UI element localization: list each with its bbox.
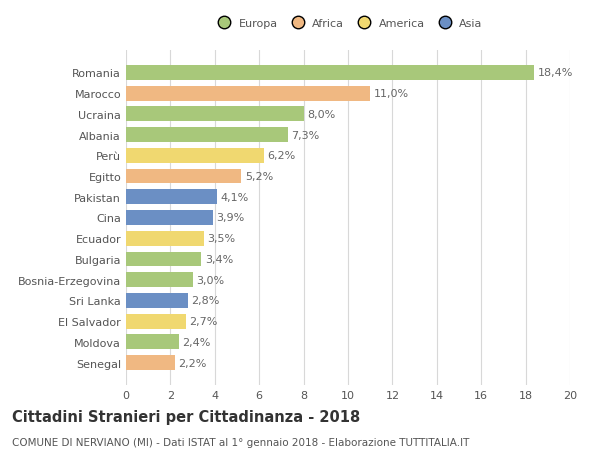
Text: 8,0%: 8,0%	[307, 110, 335, 119]
Text: 11,0%: 11,0%	[374, 89, 409, 99]
Legend: Europa, Africa, America, Asia: Europa, Africa, America, Asia	[210, 16, 486, 33]
Text: COMUNE DI NERVIANO (MI) - Dati ISTAT al 1° gennaio 2018 - Elaborazione TUTTITALI: COMUNE DI NERVIANO (MI) - Dati ISTAT al …	[12, 437, 469, 448]
Text: 6,2%: 6,2%	[267, 151, 295, 161]
Text: 7,3%: 7,3%	[292, 130, 320, 140]
Bar	[126, 293, 188, 308]
Text: 3,0%: 3,0%	[196, 275, 224, 285]
Text: 2,8%: 2,8%	[191, 296, 220, 306]
Bar	[126, 128, 288, 143]
Bar	[126, 66, 535, 81]
Text: 4,1%: 4,1%	[220, 192, 248, 202]
Bar	[126, 107, 304, 122]
Bar	[126, 355, 175, 370]
Text: 2,2%: 2,2%	[178, 358, 206, 368]
Bar	[126, 231, 204, 246]
Text: 2,4%: 2,4%	[182, 337, 211, 347]
Text: 3,9%: 3,9%	[216, 213, 244, 223]
Text: 18,4%: 18,4%	[538, 68, 573, 78]
Text: 2,7%: 2,7%	[189, 317, 218, 326]
Bar	[126, 335, 179, 350]
Bar	[126, 86, 370, 101]
Text: 3,4%: 3,4%	[205, 254, 233, 264]
Text: Cittadini Stranieri per Cittadinanza - 2018: Cittadini Stranieri per Cittadinanza - 2…	[12, 409, 360, 425]
Text: 3,5%: 3,5%	[207, 234, 235, 244]
Bar	[126, 169, 241, 184]
Bar	[126, 314, 186, 329]
Bar	[126, 190, 217, 205]
Bar	[126, 252, 202, 267]
Bar	[126, 149, 263, 163]
Text: 5,2%: 5,2%	[245, 172, 273, 182]
Bar	[126, 273, 193, 287]
Bar	[126, 211, 212, 225]
